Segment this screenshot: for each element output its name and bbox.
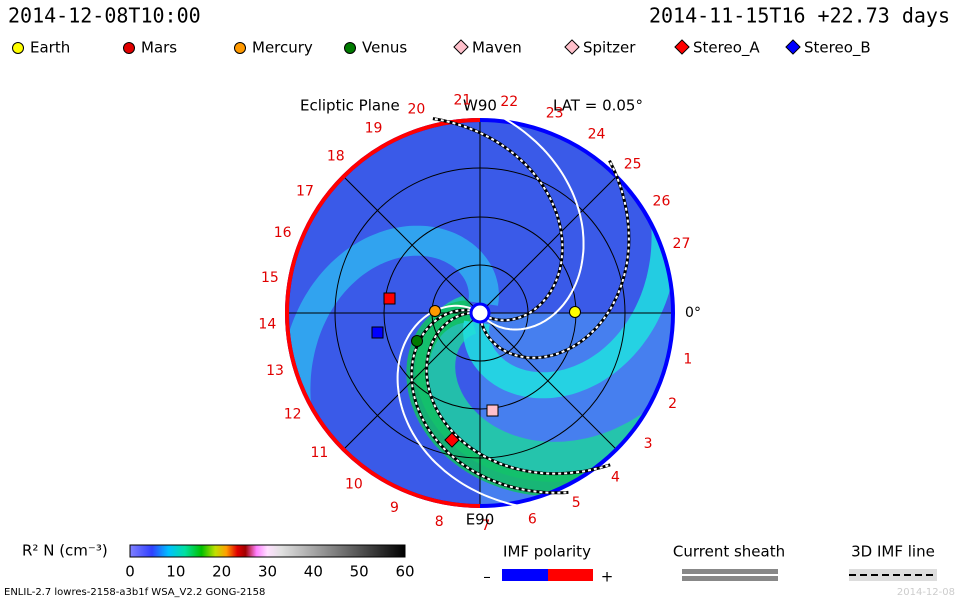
spitzer-marker [564,39,580,55]
maven [486,404,499,417]
longitude-label: 25 [624,156,642,172]
venus [411,335,423,347]
longitude-label: 21 [453,93,471,109]
imf-line-dash [480,160,630,359]
colorbar-tick: 60 [395,563,414,581]
radial-line [479,176,617,314]
latitude: LAT = 0.05° [553,97,643,115]
current-sheath [486,112,585,331]
longitude-label: 7 [481,518,490,534]
legend-label: Maven [472,39,522,57]
colorbar [129,544,406,558]
watermark: 2014-12-08 [897,587,955,598]
longitude-label: 27 [673,236,691,252]
sun [469,302,491,324]
radial-line [343,176,481,314]
longitude-label: 15 [261,270,279,286]
longitude-label: 14 [258,317,276,333]
imf-line-label: 3D IMF line [851,543,935,561]
longitude-label: 22 [500,94,518,110]
imf-line-dash [425,312,611,475]
legend-label: Spitzer [583,39,636,57]
imf-line-dash [432,117,564,322]
longitude-label: 13 [266,363,284,379]
colorbar-tick: 40 [304,563,323,581]
footer: ENLIL-2.7 lowres-2158-a3b1f WSA_V2.2 GON… [4,587,265,598]
longitude-label: 12 [284,406,302,422]
imf-plus: + [601,568,614,586]
imf-lines [396,112,631,509]
legend-label: Stereo_B [804,39,871,58]
stereo-a [444,432,460,448]
earth-marker [12,42,24,54]
longitude-label: 4 [611,469,620,485]
longitude-label: 9 [390,500,399,516]
longitude-label: 24 [588,127,606,143]
venus-marker [344,42,356,54]
longitude-label: 5 [572,495,581,511]
reference-time: 2014-11-15T16 +22.73 days [649,4,950,28]
bodies [371,292,581,448]
longitude-label: 26 [653,193,671,209]
longitude-label: 6 [528,511,537,527]
legend-label: Stereo_A [693,39,760,58]
top-label: W90 [463,97,497,115]
imf-positive [548,569,593,581]
legend-label: Mars [141,39,177,57]
colorbar-tick: 10 [166,563,185,581]
longitude-label: 19 [365,121,383,137]
legend-label: Venus [362,39,407,57]
longitude-label: 0° [685,305,701,321]
imf-minus: – [483,568,491,586]
model-time: 2014-12-08T10:00 [8,4,201,28]
longitude-label: 23 [546,106,564,122]
colorbar-label: R² N (cm⁻³) [22,542,108,560]
colorbar-tick: 50 [350,563,369,581]
longitude-label: 20 [408,102,426,118]
legend-label: Mercury [252,39,313,57]
longitude-label: 3 [644,436,653,452]
radial-line [479,312,617,450]
current-sheath-label: Current sheath [673,543,785,561]
imf-negative [502,569,548,581]
longitude-label: 17 [296,184,314,200]
colorbar-ticks: 0 10 20 30 40 50 60 [125,563,414,581]
longitude-label: 11 [310,445,328,461]
legend-label: Earth [30,39,70,57]
density-swath [415,295,673,482]
bottom-label: E90 [466,511,495,529]
colorbar-tick: 30 [258,563,277,581]
maven-marker [453,39,469,55]
longitude-label: 10 [345,477,363,493]
plot-title: Ecliptic Plane [300,97,400,115]
longitude-label: 8 [435,514,444,530]
stereo-b [371,326,384,339]
rim-east [285,118,481,508]
imf-polarity-title: IMF polarity [503,543,591,561]
longitude-label: 1 [683,352,692,368]
mercury [429,305,441,317]
colorbar-tick: 0 [125,563,135,581]
imf-line-dash [410,309,569,494]
longitude-label: 16 [274,225,292,241]
longitude-label: 18 [327,148,345,164]
stereo-b-marker [785,39,801,55]
longitude-label: 2 [668,396,677,412]
stereo-a-marker [674,39,690,55]
legend: Earth Mars Mercury Venus Maven Spitzer S… [12,39,871,58]
colorbar-tick: 20 [212,563,231,581]
polar-grid [287,120,673,506]
mars [383,292,396,305]
earth [569,306,581,318]
mercury-marker [234,42,246,54]
mars-marker [123,42,135,54]
